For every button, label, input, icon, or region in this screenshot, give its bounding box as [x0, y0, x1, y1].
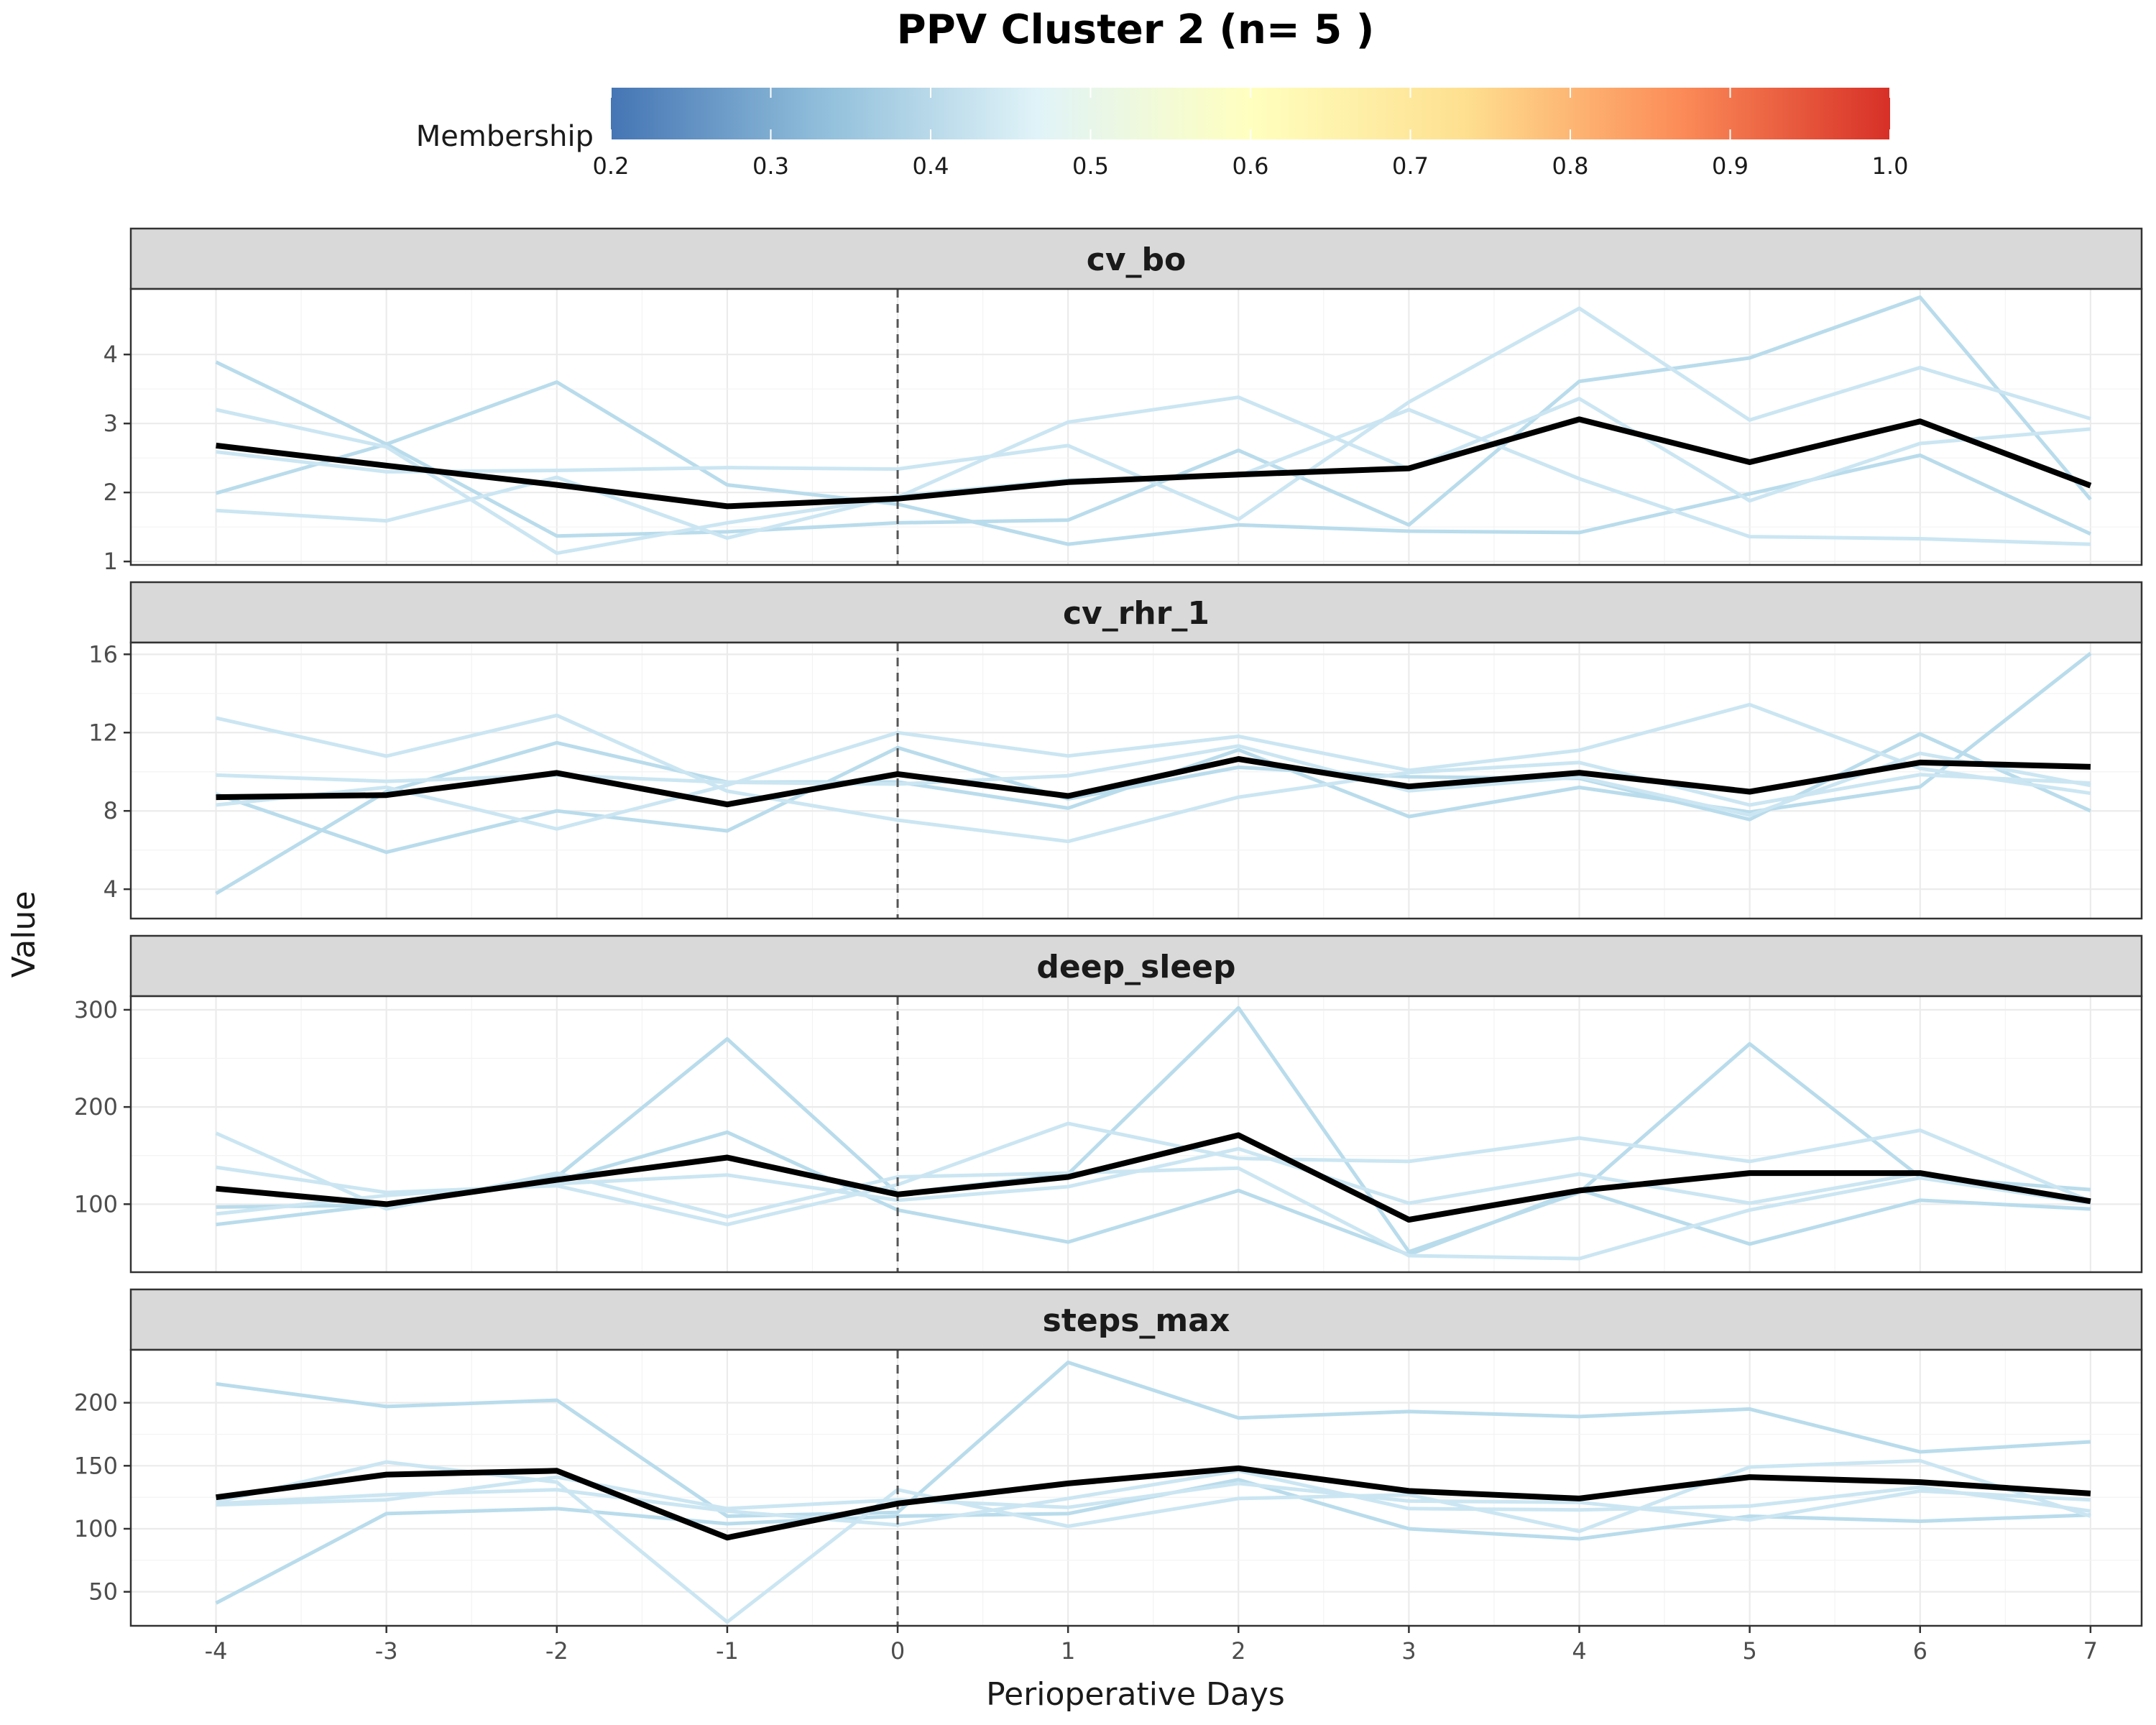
y-axis: 4 8 12 16: [88, 640, 131, 903]
x-tick-label: -3: [375, 1637, 398, 1665]
member-line-5: [216, 1475, 2091, 1522]
member-line-4: [216, 702, 2091, 831]
panel-border: [129, 1348, 2143, 1627]
x-tick-label: 6: [1913, 1637, 1927, 1665]
y-tick-label: 8: [103, 797, 118, 824]
y-tick-label: 150: [74, 1452, 118, 1479]
mean-line: [216, 1465, 2091, 1541]
legend-tick-label: 0.4: [913, 152, 949, 180]
x-axis: -4 -3 -2 -1 0 1 2 3 4 5 6 7: [205, 1626, 2098, 1665]
legend-tick-label: 0.5: [1072, 152, 1109, 180]
chart-title: PPV Cluster 2 (n= 5 ): [897, 6, 1375, 53]
panel-border: [129, 641, 2143, 920]
member-line-3: [216, 1458, 2091, 1624]
legend-title: Membership: [416, 120, 594, 153]
y-tick-label: 200: [74, 1389, 118, 1417]
x-tick-label: 7: [2083, 1637, 2098, 1665]
panel-cv_bo: cv_bo 1 2 3 4: [103, 227, 2143, 575]
legend-tick-label: 0.9: [1712, 152, 1749, 180]
y-tick-label: 3: [103, 410, 118, 437]
member-line-4: [216, 306, 2091, 522]
x-tick-label: 2: [1231, 1637, 1245, 1665]
panel-strip-label: cv_rhr_1: [1063, 595, 1210, 632]
y-axis: 50 100 150 200: [74, 1389, 131, 1606]
y-tick-label: 100: [74, 1515, 118, 1542]
legend-tick-label: 0.7: [1392, 152, 1429, 180]
panel-strip-label: deep_sleep: [1036, 949, 1235, 985]
mean-line: [216, 756, 2091, 808]
member-series: [215, 1361, 2091, 1624]
legend-tick-label: 0.6: [1233, 152, 1269, 180]
y-tick-label: 4: [103, 875, 118, 903]
panel-cv_rhr_1: cv_rhr_1 4 8 12 16: [88, 581, 2143, 920]
y-tick-label: 1: [103, 548, 118, 575]
x-tick-label: 5: [1742, 1637, 1756, 1665]
x-tick-label: -4: [205, 1637, 228, 1665]
y-tick-label: 12: [88, 719, 118, 746]
mean-line: [216, 1132, 2091, 1223]
panel-strip-label: steps_max: [1043, 1302, 1230, 1339]
legend: Membership 0.2 0.3 0.4 0.5 0.6 0.7 0.8 0.9 1.0: [416, 88, 1909, 180]
x-tick-label: 0: [890, 1637, 905, 1665]
panel-strip: [129, 227, 2143, 290]
member-line-1: [215, 295, 2092, 538]
panel-strip: [129, 581, 2143, 644]
y-tick-label: 2: [103, 479, 118, 506]
panel-background: [131, 289, 2142, 565]
member-line-2: [216, 1361, 2091, 1518]
legend-tick-label: 0.3: [752, 152, 789, 180]
panel-strip-label: cv_bo: [1087, 242, 1187, 278]
y-tick-label: 100: [74, 1190, 118, 1218]
y-tick-label: 4: [103, 341, 118, 368]
legend-ticks: 0.2 0.3 0.4 0.5 0.6 0.7 0.8 0.9 1.0: [593, 88, 1909, 180]
legend-tick-label: 0.8: [1552, 152, 1589, 180]
panel-background: [131, 996, 2142, 1272]
x-tick-label: 3: [1401, 1637, 1416, 1665]
legend-tick-label: 1.0: [1872, 152, 1909, 180]
x-tick-label: -2: [545, 1637, 568, 1665]
member-line-4: [216, 1468, 2091, 1527]
y-tick-label: 16: [88, 640, 118, 668]
panel-deep_sleep: deep_sleep 100 200 300: [74, 934, 2143, 1274]
y-axis: 100 200 300: [74, 996, 131, 1218]
panel-steps_max: steps_max 50 100 150 200: [74, 1288, 2143, 1627]
member-line-3: [215, 1131, 2091, 1261]
member-line-3: [216, 713, 2091, 844]
y-axis-title: Value: [6, 891, 42, 978]
y-tick-label: 50: [88, 1578, 118, 1606]
y-tick-label: 300: [74, 996, 118, 1024]
panel-border: [129, 288, 2143, 566]
member-line-3: [216, 395, 2091, 556]
legend-tick-label: 0.2: [593, 152, 630, 180]
y-axis: 1 2 3 4: [103, 341, 131, 575]
x-tick-label: 1: [1061, 1637, 1075, 1665]
mean-line: [216, 416, 2092, 510]
panels: cv_bo1234cv_rhr_1481216deep_sleep1002003…: [74, 227, 2143, 1627]
y-tick-label: 200: [74, 1093, 118, 1121]
member-line-2: [215, 380, 2091, 546]
x-axis-title: Perioperative Days: [986, 1676, 1285, 1713]
x-tick-label: -1: [716, 1637, 739, 1665]
x-tick-label: 4: [1572, 1637, 1586, 1665]
panel-border: [129, 995, 2143, 1274]
